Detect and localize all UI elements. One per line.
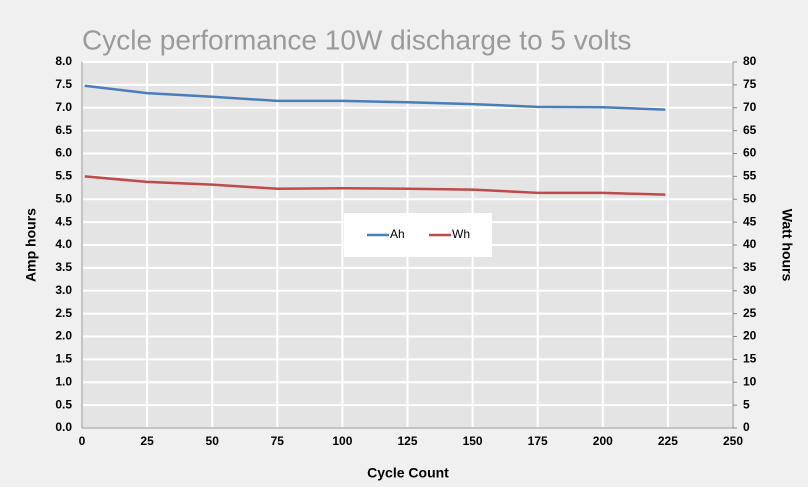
y-tick-label: 0.0 [55,420,72,434]
y2-tick-label: 30 [743,283,757,297]
chart-title: Cycle performance 10W discharge to 5 vol… [82,24,631,55]
legend-label: Wh [452,227,470,241]
y2-tick-label: 65 [743,123,757,137]
x-tick-label: 0 [79,434,86,448]
y-tick-label: 8.0 [55,54,72,68]
y2-tick-label: 80 [743,54,757,68]
y-tick-label: 5.0 [55,191,72,205]
x-tick-label: 150 [463,434,483,448]
y-tick-label: 2.0 [55,329,72,343]
y2-axis-label: Watt hours [779,209,795,282]
y-tick-label: 4.5 [55,214,72,228]
x-tick-label: 25 [140,434,154,448]
y2-tick-label: 10 [743,374,757,388]
y-tick-label: 3.5 [55,260,72,274]
x-tick-label: 50 [206,434,220,448]
y-tick-label: 1.0 [55,374,72,388]
line-series [84,175,666,196]
y2-tick-label: 60 [743,146,757,160]
x-tick-label: 225 [658,434,678,448]
y2-tick-label: 20 [743,329,757,343]
y-tick-label: 6.5 [55,123,72,137]
y2-tick-label: 40 [743,237,757,251]
y-tick-label: 2.5 [55,306,72,320]
legend-label: Ah [390,227,405,241]
y-tick-label: 0.5 [55,397,72,411]
y-tick-label: 7.0 [55,100,72,114]
y-tick-label: 3.0 [55,283,72,297]
y-tick-label: 1.5 [55,352,72,366]
y-axis-label: Amp hours [23,208,39,282]
y2-tick-label: 50 [743,191,757,205]
y2-tick-label: 45 [743,214,757,228]
x-tick-label: 250 [723,434,743,448]
y2-tick-label: 35 [743,260,757,274]
y-tick-label: 5.5 [55,169,72,183]
x-tick-label: 200 [593,434,613,448]
y-tick-label: 6.0 [55,146,72,160]
x-tick-label: 75 [271,434,285,448]
x-tick-label: 125 [397,434,417,448]
y2-tick-label: 0 [743,420,750,434]
x-tick-label: 175 [528,434,548,448]
x-axis-label: Cycle Count [367,465,449,481]
line-series [84,84,666,111]
y2-tick-label: 15 [743,352,757,366]
y-tick-label: 4.0 [55,237,72,251]
y2-tick-label: 70 [743,100,757,114]
y2-tick-label: 25 [743,306,757,320]
x-tick-label: 100 [332,434,352,448]
y2-tick-label: 55 [743,169,757,183]
y-tick-label: 7.5 [55,77,72,91]
y2-tick-label: 5 [743,397,750,411]
y2-tick-label: 75 [743,77,757,91]
